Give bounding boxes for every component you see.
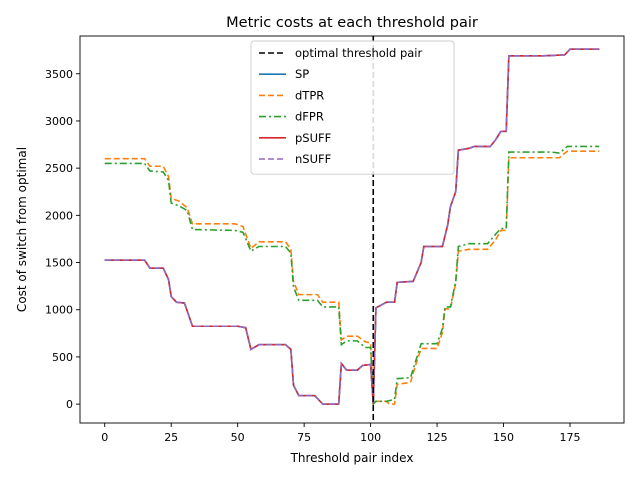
- x-tick-label: 100: [360, 431, 381, 444]
- y-tick-label: 0: [66, 398, 73, 411]
- legend-label: dFPR: [295, 110, 324, 124]
- x-axis-label: Threshold pair index: [290, 451, 414, 465]
- legend-label: SP: [295, 67, 309, 81]
- series-line-dtpr: [104, 150, 600, 407]
- y-tick-label: 2000: [45, 209, 73, 222]
- axes-frame: [79, 35, 625, 424]
- x-tick-label: 150: [493, 431, 514, 444]
- y-axis-ticks: 0 500 1000 1500 2000 2500 3000 3500: [45, 68, 80, 411]
- y-tick-label: 500: [52, 351, 73, 364]
- chart-title: Metric costs at each threshold pair: [226, 15, 478, 31]
- x-tick-label: 50: [231, 431, 245, 444]
- legend-label: pSUFF: [295, 131, 331, 145]
- x-tick-label: 25: [164, 431, 178, 444]
- x-tick-label: 75: [297, 431, 311, 444]
- legend-box: [250, 40, 455, 175]
- x-tick-label: 125: [427, 431, 448, 444]
- series-line-nsuff: [104, 48, 600, 405]
- legend-label: optimal threshold pair: [295, 46, 422, 60]
- x-tick-label: 175: [560, 431, 581, 444]
- y-tick-label: 2500: [45, 162, 73, 175]
- x-axis-ticks: 0 25 50 75 100 125 150 175: [101, 423, 581, 444]
- x-tick-label: 0: [101, 431, 108, 444]
- legend: optimal threshold pair SP dTPR dFPR pSUFF nSU…: [250, 40, 455, 175]
- y-tick-label: 1000: [45, 304, 73, 317]
- y-tick-label: 3500: [45, 68, 73, 81]
- y-tick-label: 1500: [45, 257, 73, 270]
- y-axis-label: Cost of switch from optimal: [15, 147, 29, 312]
- series-line-dfpr: [104, 145, 600, 407]
- legend-label: dTPR: [295, 88, 324, 102]
- legend-label: nSUFF: [295, 152, 331, 166]
- y-tick-label: 3000: [45, 115, 73, 128]
